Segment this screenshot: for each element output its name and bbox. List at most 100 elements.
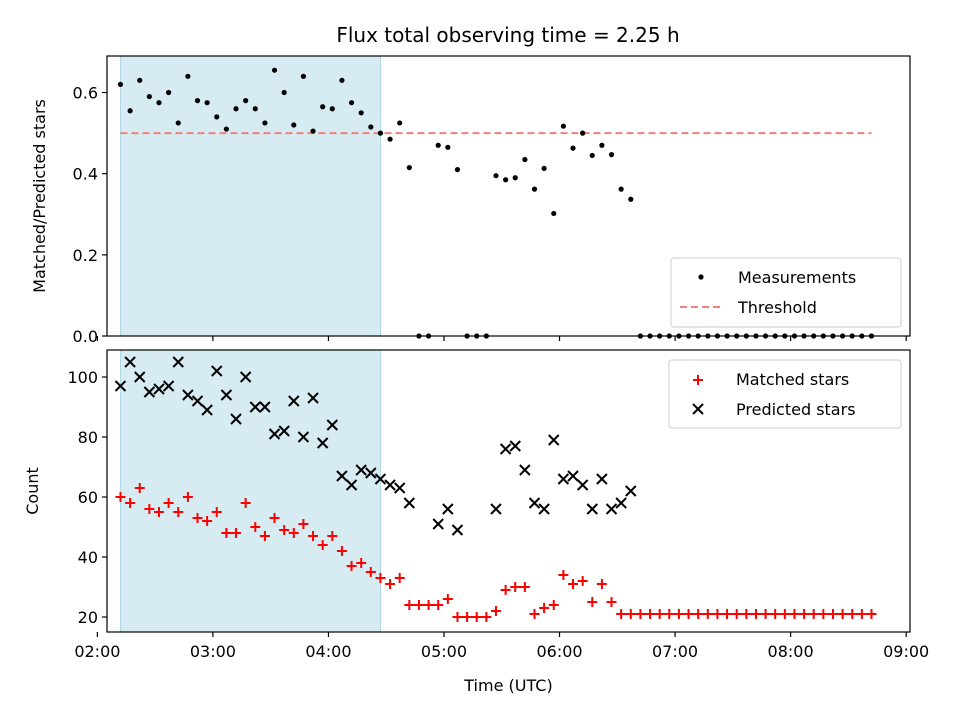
data-point <box>221 528 232 538</box>
data-point <box>375 573 386 583</box>
data-point <box>509 440 521 452</box>
data-point <box>384 479 396 491</box>
legend-label: Matched stars <box>736 370 849 389</box>
data-point <box>451 524 464 536</box>
y-axis-label: Matched/Predicted stars <box>30 99 49 293</box>
data-point <box>316 437 329 449</box>
data-point <box>308 531 319 541</box>
data-point <box>211 365 223 377</box>
data-point <box>528 497 541 509</box>
data-point <box>406 164 412 171</box>
data-point <box>317 540 328 550</box>
data-point <box>539 603 550 613</box>
series-matched-stars <box>115 483 877 622</box>
data-point <box>760 609 771 619</box>
data-point <box>153 507 164 517</box>
data-point <box>288 528 299 538</box>
data-point <box>432 518 444 530</box>
y-tick-label: 80 <box>78 428 98 447</box>
data-point <box>856 609 867 619</box>
data-point <box>606 597 617 607</box>
data-point <box>365 567 376 577</box>
data-point <box>355 464 367 476</box>
data-point <box>538 503 550 515</box>
data-point <box>529 609 540 619</box>
data-point <box>587 597 598 607</box>
legend-label: Predicted stars <box>736 400 856 419</box>
data-point <box>560 123 566 129</box>
data-point <box>300 73 307 79</box>
legend-marker-measurements <box>698 274 704 280</box>
data-point <box>230 413 242 425</box>
count-panel: 20 40 60 80 100 Count 02:00 03:00 04:00 05:00 06:0… <box>23 349 929 695</box>
data-point <box>368 124 374 130</box>
data-point <box>279 525 290 535</box>
data-point <box>320 104 326 110</box>
legend: Measurements Threshold <box>670 257 902 328</box>
data-point <box>847 609 858 619</box>
data-point <box>329 106 335 112</box>
data-point <box>493 173 499 179</box>
data-point <box>134 371 146 383</box>
data-point <box>185 73 191 79</box>
data-point <box>818 609 829 619</box>
data-point <box>596 579 607 589</box>
data-point <box>192 513 203 523</box>
data-point <box>435 142 441 148</box>
data-point <box>156 100 162 106</box>
data-point <box>837 609 848 619</box>
data-point <box>628 196 634 202</box>
data-point <box>512 175 518 181</box>
data-point <box>358 110 364 116</box>
observing-interval-shade <box>119 349 381 633</box>
data-point <box>712 609 723 619</box>
data-point <box>191 395 204 407</box>
data-point <box>503 177 509 183</box>
y-tick-label: 0.6 <box>73 84 98 103</box>
data-point <box>576 479 589 491</box>
data-point <box>519 582 530 592</box>
data-point <box>808 609 819 619</box>
data-point <box>433 600 444 610</box>
data-point <box>281 89 287 96</box>
data-point <box>683 609 694 619</box>
data-point <box>596 473 608 485</box>
x-tick-label: 04:00 <box>305 642 351 661</box>
x-tick-label: 08:00 <box>768 642 814 661</box>
data-point <box>589 152 595 159</box>
data-point <box>445 144 451 150</box>
data-point <box>288 395 300 407</box>
data-point <box>252 106 258 112</box>
legend-marker-predicted <box>692 403 704 415</box>
data-point <box>339 77 345 83</box>
x-axis-label: Time (UTC) <box>463 676 552 695</box>
data-point <box>567 470 579 482</box>
data-point <box>298 519 309 529</box>
data-point <box>741 609 752 619</box>
data-point <box>307 392 319 404</box>
data-point <box>175 120 181 126</box>
data-point <box>310 128 316 134</box>
chart-title: Flux total observing time = 2.25 h <box>336 23 679 47</box>
data-point <box>182 492 193 502</box>
data-point <box>194 98 201 104</box>
y-tick-label: 100 <box>67 368 98 387</box>
data-point <box>137 77 143 83</box>
data-point <box>702 609 713 619</box>
data-point <box>779 609 790 619</box>
data-point <box>124 356 136 368</box>
data-point <box>250 522 261 532</box>
data-point <box>827 609 838 619</box>
data-point <box>182 389 194 401</box>
data-point <box>393 482 406 494</box>
data-point <box>172 356 184 368</box>
data-point <box>249 401 261 413</box>
data-point <box>452 612 463 622</box>
data-point <box>635 609 646 619</box>
data-point <box>220 389 233 401</box>
data-point <box>471 612 482 622</box>
data-point <box>125 498 136 508</box>
data-point <box>268 428 281 440</box>
data-point <box>580 130 586 136</box>
data-point <box>202 516 213 526</box>
